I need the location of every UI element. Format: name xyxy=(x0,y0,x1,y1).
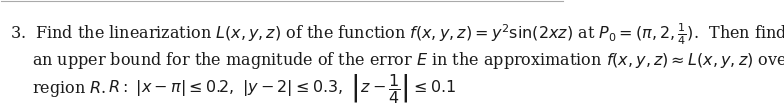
Text: an upper bound for the magnitude of the error $E$ in the approximation $f(x, y, : an upper bound for the magnitude of the … xyxy=(32,50,784,71)
Text: region $R$.: region $R$. xyxy=(32,79,107,99)
Text: 3.  Find the linearization $L(x, y, z)$ of the function $f(x, y, z) = y^2 \sin(2: 3. Find the linearization $L(x, y, z)$ o… xyxy=(10,21,784,47)
Text: $R: \ |x - \pi| \leq 0.2, \ |y - 2| \leq 0.3, \ \left|z - \dfrac{1}{4}\right| \l: $R: \ |x - \pi| \leq 0.2, \ |y - 2| \leq… xyxy=(108,72,456,105)
